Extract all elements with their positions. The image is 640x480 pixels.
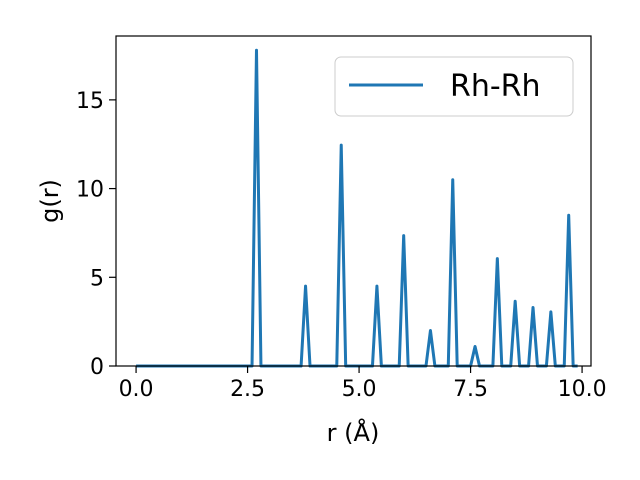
x-tick-label: 5.0 bbox=[342, 377, 377, 402]
y-axis-label: g(r) bbox=[36, 179, 64, 223]
legend-box bbox=[334, 56, 574, 117]
x-tick-label: 2.5 bbox=[230, 377, 265, 402]
plot-frame bbox=[115, 35, 592, 367]
y-tick-label: 15 bbox=[76, 89, 104, 114]
x-axis-label: r (Å) bbox=[327, 418, 380, 447]
y-tick-label: 10 bbox=[76, 178, 104, 203]
x-tick-label: 10.0 bbox=[558, 377, 607, 402]
legend: Rh-Rh bbox=[334, 56, 574, 117]
y-tick-label: 0 bbox=[90, 355, 104, 380]
x-tick-label: 0.0 bbox=[119, 377, 154, 402]
x-tick-label: 7.5 bbox=[453, 377, 488, 402]
legend-label-rh-rh: Rh-Rh bbox=[450, 69, 541, 104]
y-tick-label: 5 bbox=[90, 266, 104, 291]
